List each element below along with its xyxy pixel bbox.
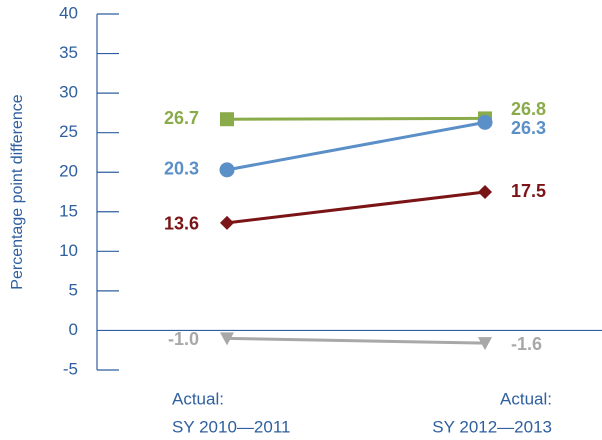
marker bbox=[220, 112, 234, 127]
y-tick-label: 0 bbox=[69, 320, 78, 339]
y-tick-label: 20 bbox=[59, 162, 78, 181]
data-label: 17.5 bbox=[511, 181, 546, 201]
x-tick-label: Actual: bbox=[172, 389, 224, 408]
marker bbox=[477, 114, 493, 130]
y-tick-label: 25 bbox=[59, 122, 78, 141]
data-label: 20.3 bbox=[164, 159, 199, 179]
marker bbox=[219, 162, 235, 178]
marker bbox=[478, 337, 492, 351]
data-label: -1.6 bbox=[511, 334, 542, 354]
y-tick-label: -5 bbox=[63, 359, 78, 378]
x-tick-label: SY 2012—2013 bbox=[432, 417, 552, 436]
data-label: -1.0 bbox=[168, 329, 199, 349]
y-tick-label: 35 bbox=[59, 43, 78, 62]
y-tick-label: 10 bbox=[59, 241, 78, 260]
data-label: 26.3 bbox=[511, 118, 546, 138]
x-tick-label: SY 2010—2011 bbox=[172, 417, 290, 436]
y-tick-label: 40 bbox=[59, 3, 78, 22]
data-label: 13.6 bbox=[164, 214, 199, 234]
x-tick-label: Actual: bbox=[500, 389, 552, 408]
y-tick-label: 15 bbox=[59, 201, 78, 220]
series-line bbox=[226, 190, 486, 225]
series-line bbox=[226, 116, 486, 121]
data-label: 26.8 bbox=[511, 99, 546, 119]
y-tick-label: 5 bbox=[69, 280, 78, 299]
series-line bbox=[226, 336, 486, 345]
series-line bbox=[226, 120, 486, 172]
marker bbox=[220, 215, 234, 230]
y-axis-label: Percentage point difference bbox=[9, 94, 26, 290]
marker bbox=[220, 332, 234, 346]
y-tick-label: 30 bbox=[59, 83, 78, 102]
data-label: 26.7 bbox=[164, 108, 199, 128]
marker bbox=[478, 185, 492, 199]
